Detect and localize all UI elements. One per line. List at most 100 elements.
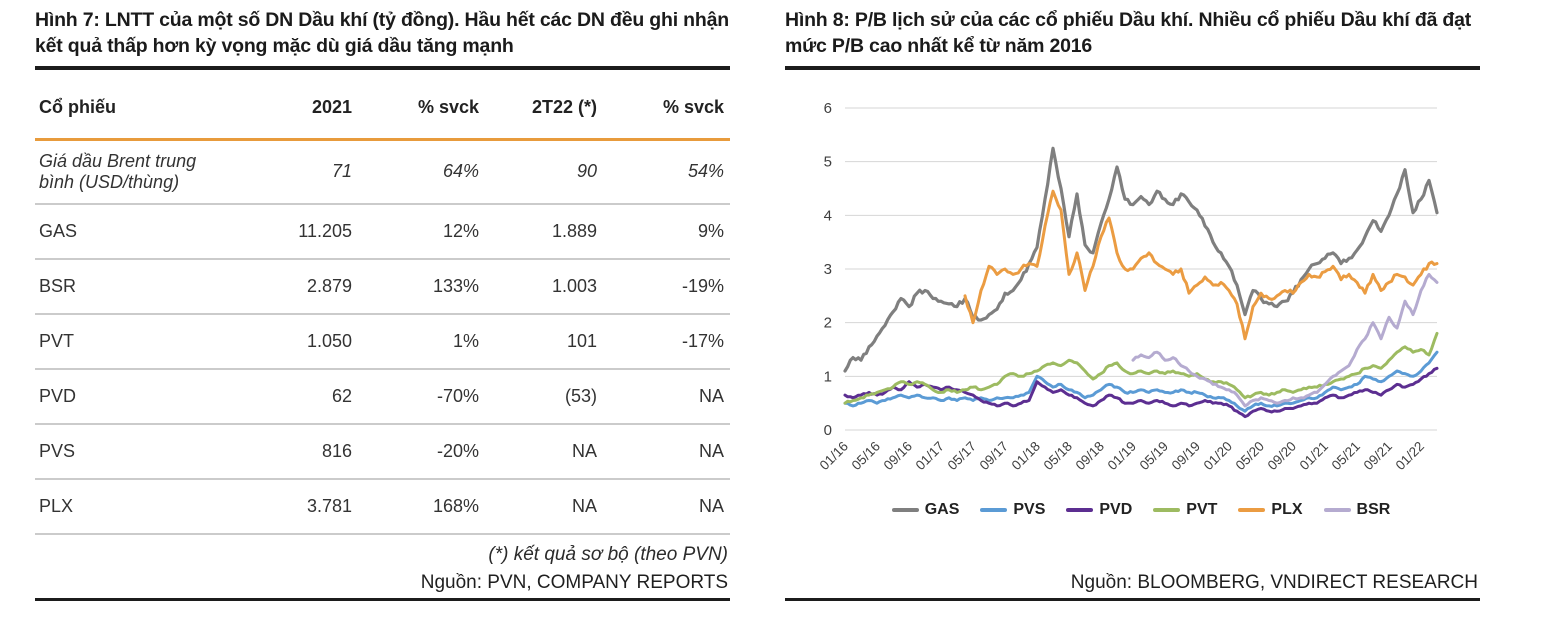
- x-axis-label: 01/17: [913, 439, 948, 474]
- row-value: 9%: [603, 202, 730, 259]
- row-value: 12%: [358, 202, 485, 259]
- chart-legend: GAS PVS PVD PVT PLX BSR: [845, 501, 1437, 519]
- figure7-title: Hình 7: LNTT của một số DN Dầu khí (tỷ đ…: [35, 9, 729, 57]
- pb-history-line-chart: 012345601/1605/1609/1601/1705/1709/1701/…: [817, 100, 1439, 474]
- row-value: 11.205: [225, 202, 358, 259]
- table-row-bsr: BSR 2.879 133% 1.003 -19%: [35, 257, 730, 314]
- row-value: 1.050: [225, 312, 358, 369]
- table-row-pvt: PVT 1.050 1% 101 -17%: [35, 312, 730, 369]
- row-value: (53): [485, 367, 603, 424]
- table-row-gas: GAS 11.205 12% 1.889 9%: [35, 202, 730, 259]
- legend-label-pvd: PVD: [1099, 501, 1133, 518]
- figure7-source: Nguồn: PVN, COMPANY REPORTS: [420, 572, 728, 593]
- x-axis-label: 09/21: [1361, 439, 1396, 474]
- series-line-gas: [843, 146, 1439, 373]
- y-axis-label: 4: [824, 207, 832, 224]
- series-line-pvt: [843, 331, 1439, 405]
- col-header-2021: 2021: [225, 84, 358, 141]
- row-value: -19%: [603, 257, 730, 314]
- row-label: GAS: [35, 202, 225, 259]
- legend-label-gas: GAS: [924, 501, 960, 518]
- legend-item-plx: PLX: [1238, 501, 1303, 519]
- row-value: NA: [485, 422, 603, 479]
- table-row-pvs: PVS 816 -20% NA NA: [35, 422, 730, 479]
- y-axis-label: 2: [824, 315, 832, 332]
- row-value: 90: [576, 161, 597, 182]
- y-axis-label: 0: [824, 422, 832, 439]
- row-value: NA: [603, 477, 730, 535]
- legend-swatch-pvd: [1066, 508, 1094, 512]
- legend-swatch-plx: [1238, 508, 1266, 512]
- row-value: 64%: [442, 161, 479, 182]
- series-line-plx: [963, 189, 1439, 341]
- row-label: PLX: [35, 477, 225, 535]
- series-line-pvd: [843, 366, 1439, 419]
- figure7-panel: Hình 7: LNTT của một số DN Dầu khí (tỷ đ…: [35, 0, 730, 644]
- x-axis-label: 05/18: [1041, 439, 1076, 474]
- figure8-bottom-rule: [785, 598, 1480, 601]
- legend-item-pvs: PVS: [980, 501, 1045, 519]
- row-value: 3.781: [225, 477, 358, 535]
- row-value: 71: [331, 161, 352, 182]
- legend-swatch-pvt: [1153, 508, 1181, 512]
- x-axis-label: 01/16: [817, 439, 852, 474]
- row-label: PVS: [35, 422, 225, 479]
- row-value: 816: [225, 422, 358, 479]
- table-row-pvd: PVD 62 -70% (53) NA: [35, 367, 730, 424]
- row-label: PVD: [35, 367, 225, 424]
- row-value: -70%: [358, 367, 485, 424]
- row-value: 101: [485, 312, 603, 369]
- x-axis-label: 09/18: [1073, 439, 1108, 474]
- row-label: Giá dầu Brent trung bình (USD/thùng): [39, 150, 197, 192]
- x-axis-label: 05/21: [1329, 439, 1364, 474]
- legend-item-pvt: PVT: [1153, 501, 1217, 519]
- y-axis-label: 3: [824, 261, 832, 278]
- x-axis-label: 09/17: [977, 439, 1012, 474]
- x-axis-label: 05/17: [945, 439, 980, 474]
- x-axis-label: 01/18: [1009, 439, 1044, 474]
- x-axis-label: 05/20: [1233, 439, 1268, 474]
- x-axis-label: 09/19: [1169, 439, 1204, 474]
- table-header-row: Cổ phiếu 2021 % svck 2T22 (*) % svck: [35, 84, 730, 141]
- x-axis-label: 09/16: [881, 439, 916, 474]
- x-axis-label: 09/20: [1265, 439, 1300, 474]
- row-value: 133%: [358, 257, 485, 314]
- row-value: NA: [485, 477, 603, 535]
- col-header-yoy-2: % svck: [603, 84, 730, 141]
- row-value: 2.879: [225, 257, 358, 314]
- table-row-plx: PLX 3.781 168% NA NA: [35, 477, 730, 535]
- row-value: NA: [603, 367, 730, 424]
- y-axis-label: 6: [824, 100, 832, 117]
- figure7-footnote: (*) kết quả sơ bộ (theo PVN): [488, 544, 728, 565]
- col-header-yoy-1: % svck: [358, 84, 485, 141]
- table-row-brent: Giá dầu Brent trung bình (USD/thùng) 71 64…: [35, 140, 730, 204]
- legend-swatch-gas: [891, 508, 919, 512]
- row-value: -17%: [603, 312, 730, 369]
- legend-label-pvs: PVS: [1013, 501, 1046, 518]
- figure8-source: Nguồn: BLOOMBERG, VNDIRECT RESEARCH: [1070, 572, 1478, 593]
- legend-swatch-bsr: [1323, 508, 1351, 512]
- col-header-2t22: 2T22 (*): [485, 84, 603, 141]
- x-axis-label: 01/22: [1393, 439, 1428, 474]
- y-axis-label: 5: [824, 154, 832, 171]
- x-axis-label: 01/19: [1105, 439, 1140, 474]
- x-axis-label: 05/16: [849, 439, 884, 474]
- row-label: PVT: [35, 312, 225, 369]
- x-axis-label: 01/20: [1201, 439, 1236, 474]
- series-line-bsr: [1131, 272, 1439, 408]
- figure7-bottom-rule: [35, 598, 730, 601]
- legend-label-bsr: BSR: [1356, 501, 1391, 518]
- x-axis-label: 01/21: [1297, 439, 1332, 474]
- col-header-stock: Cổ phiếu: [35, 84, 225, 141]
- legend-label-plx: PLX: [1271, 501, 1303, 518]
- row-value: 54%: [687, 161, 724, 182]
- row-label: BSR: [35, 257, 225, 314]
- row-value: 1%: [358, 312, 485, 369]
- row-value: NA: [603, 422, 730, 479]
- legend-label-pvt: PVT: [1186, 501, 1218, 518]
- figure7-title-rule: [35, 66, 730, 70]
- y-axis-label: 1: [824, 368, 832, 385]
- figure7-table: Cổ phiếu 2021 % svck 2T22 (*) % svck Giá…: [35, 84, 730, 535]
- legend-item-bsr: BSR: [1323, 501, 1391, 519]
- legend-swatch-pvs: [980, 508, 1008, 512]
